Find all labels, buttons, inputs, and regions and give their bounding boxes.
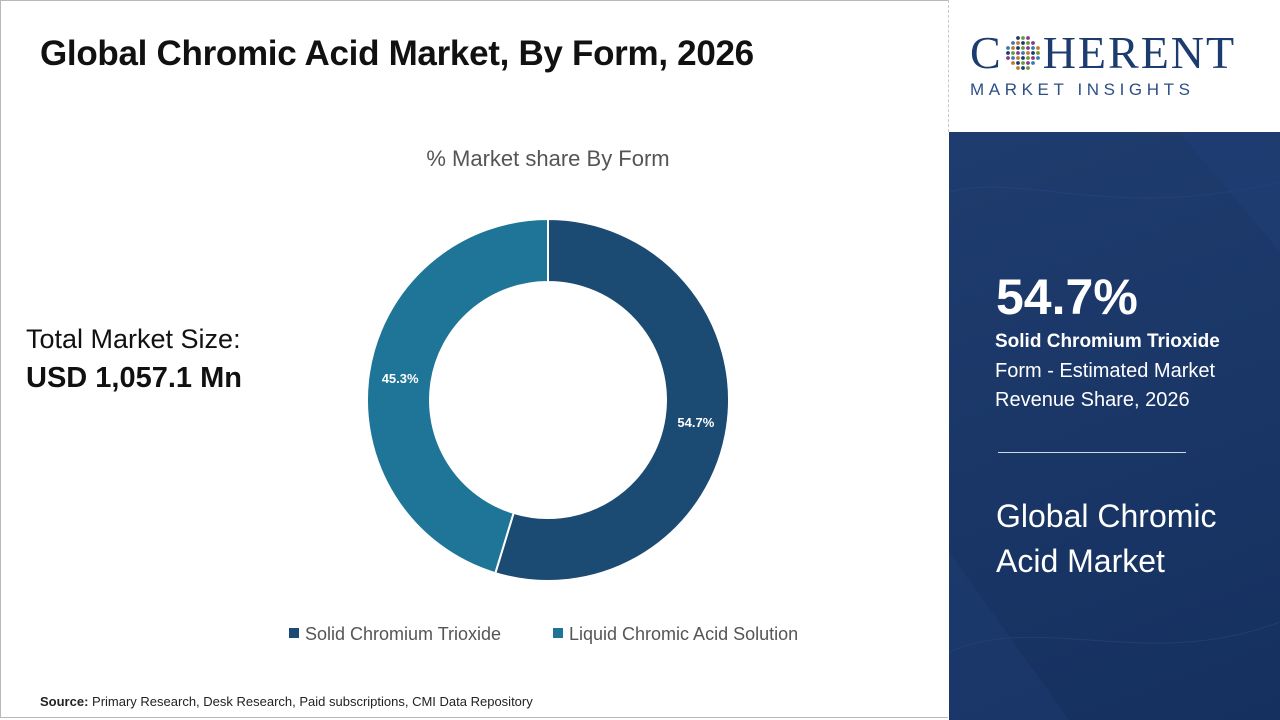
total-market-size-value: USD 1,057.1 Mn [26, 362, 242, 394]
highlight-stat-segment: Solid Chromium Trioxide [995, 331, 1220, 352]
market-name: Global Chromic Acid Market [996, 498, 1217, 579]
chart-frame [0, 0, 948, 718]
source-text: Primary Research, Desk Research, Paid su… [92, 694, 533, 709]
logo-wordmark: C HERENT [970, 30, 1260, 76]
logo-wordmark-left: C [970, 27, 1003, 78]
header-divider [948, 0, 949, 132]
panel-background-texture [949, 132, 1280, 720]
donut-chart: % Market share By Form 54.7% 45.3% Solid Ch… [289, 146, 798, 644]
highlight-stat-value: 54.7% [996, 269, 1138, 325]
data-label-0: 54.7% [677, 415, 714, 430]
source-label: Source: [40, 694, 89, 709]
legend-label-1: Liquid Chromic Acid Solution [569, 624, 798, 644]
chart-title: % Market share By Form [426, 146, 669, 171]
total-market-size-label: Total Market Size: [26, 324, 241, 354]
donut-slice-1 [366, 217, 549, 575]
company-logo: C HERENT MARKET INSIGHTS [970, 30, 1260, 100]
panel-divider [998, 452, 1186, 453]
highlight-stat-description: Form - Estimated Market Revenue Share, 2… [995, 360, 1216, 411]
highlight-panel: 54.7% Solid Chromium Trioxide Form - Est… [949, 132, 1280, 720]
donut-slice-0 [494, 217, 730, 582]
logo-dot-globe-icon [1005, 36, 1040, 70]
logo-wordmark-right: HERENT [1042, 27, 1237, 78]
source-note: Source: Primary Research, Desk Research,… [40, 694, 533, 709]
logo-tagline: MARKET INSIGHTS [970, 80, 1195, 99]
legend-swatch-1 [553, 628, 563, 638]
legend-label-0: Solid Chromium Trioxide [305, 624, 501, 644]
legend-swatch-0 [289, 628, 299, 638]
page-title: Global Chromic Acid Market, By Form, 202… [40, 34, 754, 73]
data-label-1: 45.3% [382, 371, 419, 386]
